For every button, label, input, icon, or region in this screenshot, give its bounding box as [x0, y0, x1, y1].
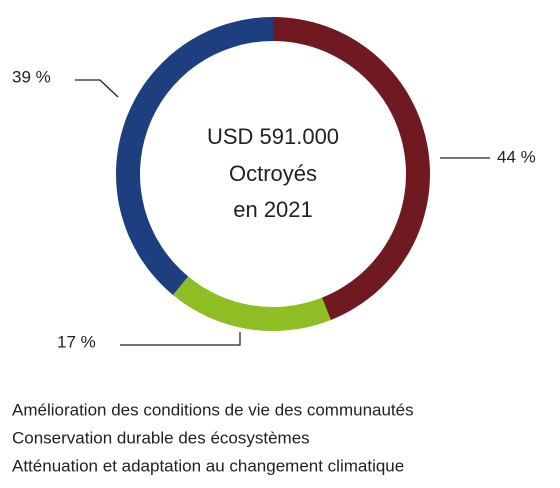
- value-label: 17 %: [57, 332, 96, 351]
- center-text: USD 591.000: [207, 124, 339, 149]
- value-label: 44 %: [497, 147, 536, 166]
- donut-slice: [172, 276, 331, 331]
- donut-slice: [116, 17, 273, 295]
- donut-slice: [273, 17, 431, 320]
- leader-line: [120, 332, 241, 346]
- legend-entry: Amélioration des conditions de vie des c…: [12, 400, 414, 419]
- value-label: 39 %: [12, 67, 51, 86]
- center-text: en 2021: [233, 197, 313, 222]
- center-text: Octroyés: [229, 161, 317, 186]
- legend-entry: Atténuation et adaptation au changement …: [12, 456, 404, 475]
- legend-entry: Conservation durable des écosystèmes: [12, 428, 310, 447]
- leader-line: [75, 79, 119, 98]
